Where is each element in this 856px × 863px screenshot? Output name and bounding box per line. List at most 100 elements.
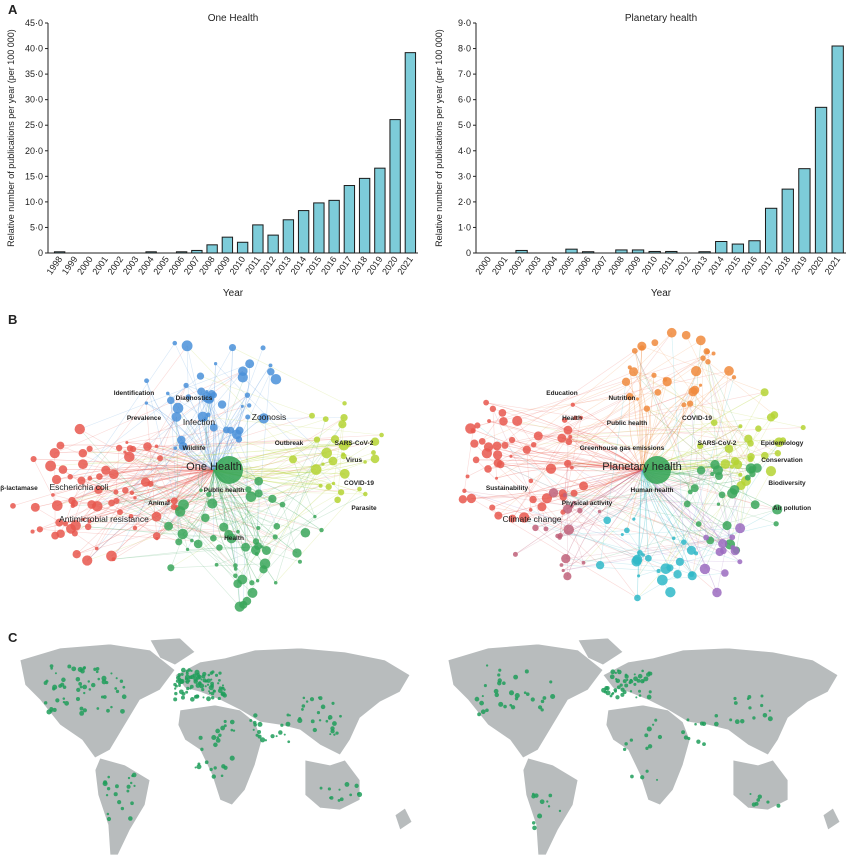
publication-point — [624, 742, 628, 746]
publication-point — [542, 696, 547, 700]
network-edge — [88, 526, 232, 539]
publication-point — [776, 803, 781, 808]
bar-2010 — [236, 241, 249, 254]
network-edge — [510, 347, 643, 457]
publication-point — [257, 721, 263, 727]
publication-point — [120, 708, 125, 714]
network-node — [309, 412, 315, 419]
publication-point — [193, 679, 198, 684]
network-nodes — [458, 327, 806, 602]
network-edge — [535, 469, 643, 529]
publication-point — [317, 696, 321, 699]
network-node — [508, 436, 516, 444]
network-node — [344, 442, 349, 447]
one-health-keyword-network: One Health Antimicrobial resistance Escher… — [0, 340, 384, 612]
network-node — [260, 345, 266, 351]
publication-point — [714, 721, 719, 727]
network-edge — [213, 469, 258, 581]
network-node — [641, 553, 645, 557]
network-node — [462, 488, 467, 493]
network-edge — [96, 371, 244, 549]
network-node — [223, 426, 230, 434]
network-edge — [89, 520, 239, 533]
network-node — [174, 506, 186, 517]
network-edge — [575, 340, 701, 419]
publication-point — [216, 736, 220, 739]
network-edge — [641, 345, 765, 393]
publication-point — [633, 682, 637, 686]
publication-point — [733, 696, 737, 701]
publication-point — [211, 774, 216, 779]
x-tick-label: 2004 — [540, 254, 560, 276]
network-edge — [718, 503, 777, 525]
network-edge — [729, 470, 772, 545]
network-node — [154, 444, 159, 449]
network-node — [165, 391, 170, 396]
network-node — [68, 496, 76, 505]
bar-2018 — [781, 188, 794, 254]
publication-point — [196, 694, 200, 698]
network-edge — [550, 465, 643, 471]
publication-point — [537, 705, 543, 710]
publication-point — [531, 792, 535, 796]
network-node — [255, 579, 260, 583]
network-label: COVID-19 — [682, 415, 712, 422]
network-edge — [579, 377, 735, 511]
publication-point — [609, 694, 613, 698]
publication-point — [638, 689, 642, 693]
network-edge — [275, 488, 360, 583]
publication-point — [62, 685, 67, 689]
publication-point — [485, 664, 489, 667]
planetary-health-keyword-network: Planetary health Climate change Sustainabi… — [458, 327, 811, 602]
publication-point — [547, 805, 551, 808]
publication-point — [624, 673, 628, 677]
network-node — [245, 414, 251, 420]
x-tick-label: 2001 — [90, 254, 110, 276]
network-node — [124, 451, 135, 463]
network-edge — [177, 370, 243, 409]
network-edge — [570, 417, 772, 438]
publication-point — [202, 678, 207, 683]
y-tick-label: 35·0 — [25, 69, 43, 79]
continent-shape — [732, 759, 789, 811]
network-edge — [625, 381, 646, 471]
network-edge — [633, 371, 756, 505]
publication-point — [537, 813, 543, 819]
network-edge — [671, 332, 685, 543]
network-edge — [700, 358, 704, 471]
network-node — [129, 445, 137, 453]
network-edge — [159, 429, 227, 459]
network-node — [56, 529, 65, 539]
publication-point — [129, 781, 133, 785]
network-edge — [131, 416, 177, 493]
publication-point — [217, 682, 220, 685]
publication-point — [646, 726, 652, 732]
bar-2005 — [565, 248, 578, 254]
x-tick-label: 2006 — [167, 254, 187, 276]
network-edge — [156, 494, 210, 539]
network-node — [690, 365, 702, 377]
network-edge — [160, 444, 347, 459]
network-node — [147, 480, 154, 487]
network-edge — [200, 375, 313, 417]
network-node — [570, 402, 575, 407]
network-node — [563, 524, 575, 535]
publication-point — [79, 710, 85, 716]
publication-point — [283, 733, 286, 736]
network-edge — [146, 402, 215, 471]
network-edge — [634, 350, 711, 541]
publication-point — [130, 801, 134, 806]
network-node — [363, 491, 368, 497]
network-node — [322, 416, 329, 422]
network-edge — [282, 504, 298, 554]
world-landmass — [19, 637, 413, 856]
network-node — [101, 465, 111, 475]
network-edge — [488, 446, 584, 487]
publication-point — [133, 784, 136, 787]
network-node — [273, 580, 278, 585]
network-edge — [292, 459, 316, 517]
network-edge — [464, 490, 572, 507]
publication-point — [752, 716, 756, 720]
network-edge — [565, 469, 643, 559]
network-label: Education — [546, 390, 577, 397]
